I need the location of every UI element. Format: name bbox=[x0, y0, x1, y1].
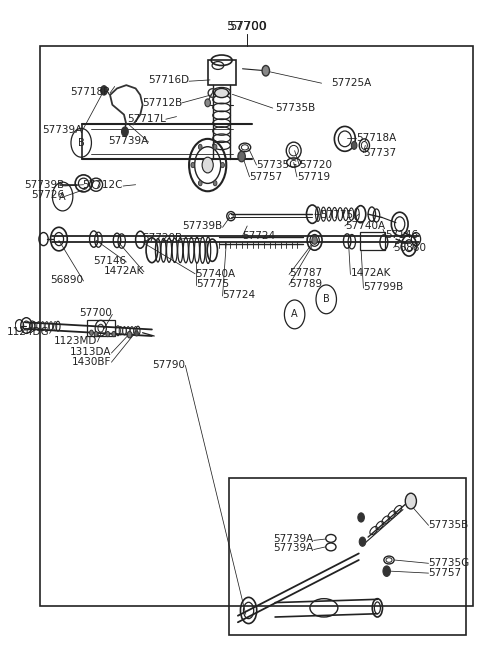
Circle shape bbox=[383, 566, 390, 576]
Text: 57725A: 57725A bbox=[331, 78, 371, 88]
Text: 57700: 57700 bbox=[80, 308, 112, 318]
Text: 57735G: 57735G bbox=[429, 558, 470, 569]
Circle shape bbox=[213, 144, 217, 149]
Bar bbox=[40, 46, 473, 606]
Text: 57739B: 57739B bbox=[24, 179, 64, 190]
Text: 1430BF: 1430BF bbox=[72, 356, 111, 367]
Text: 57719: 57719 bbox=[297, 172, 330, 182]
Text: 57700: 57700 bbox=[228, 20, 266, 33]
Circle shape bbox=[238, 151, 245, 162]
Text: A: A bbox=[60, 191, 66, 202]
Text: 57724: 57724 bbox=[242, 231, 276, 241]
Circle shape bbox=[358, 513, 364, 522]
Text: 1472AK: 1472AK bbox=[350, 268, 391, 278]
Text: 57739B: 57739B bbox=[182, 221, 223, 231]
Circle shape bbox=[351, 141, 357, 149]
Circle shape bbox=[312, 236, 317, 244]
Text: 57718R: 57718R bbox=[70, 86, 110, 97]
Text: 57787: 57787 bbox=[289, 268, 322, 278]
Text: B: B bbox=[78, 138, 84, 148]
Text: 57726: 57726 bbox=[31, 190, 64, 200]
Text: B: B bbox=[323, 294, 330, 305]
Circle shape bbox=[90, 330, 93, 335]
Text: 57735B: 57735B bbox=[429, 520, 469, 531]
Text: 57717L: 57717L bbox=[127, 114, 166, 124]
Text: 57775: 57775 bbox=[196, 278, 229, 289]
Text: 57720: 57720 bbox=[299, 160, 332, 170]
Circle shape bbox=[213, 181, 217, 186]
Bar bbox=[360, 232, 385, 250]
Text: 57740A: 57740A bbox=[345, 221, 385, 231]
Circle shape bbox=[135, 331, 138, 336]
Circle shape bbox=[106, 331, 109, 337]
Text: 57740A: 57740A bbox=[195, 269, 235, 279]
Text: 1124DG: 1124DG bbox=[7, 327, 49, 337]
Circle shape bbox=[198, 181, 202, 186]
Circle shape bbox=[127, 331, 132, 338]
Circle shape bbox=[112, 331, 116, 337]
Text: 57739A: 57739A bbox=[42, 124, 82, 135]
Text: 57720B: 57720B bbox=[142, 233, 182, 244]
Circle shape bbox=[405, 493, 417, 509]
Circle shape bbox=[198, 144, 202, 149]
Text: 57735B: 57735B bbox=[275, 103, 315, 113]
Text: 57739A: 57739A bbox=[274, 534, 314, 544]
Text: 57775: 57775 bbox=[321, 210, 354, 220]
Text: 57757: 57757 bbox=[429, 568, 462, 578]
Text: 57146: 57146 bbox=[385, 230, 419, 240]
Text: 1472AK: 1472AK bbox=[104, 265, 144, 276]
Text: 57712B: 57712B bbox=[142, 98, 182, 108]
Text: 57700: 57700 bbox=[227, 20, 267, 33]
Text: 56890: 56890 bbox=[50, 274, 84, 285]
Text: 57739A: 57739A bbox=[274, 543, 314, 553]
Bar bbox=[87, 320, 115, 336]
Text: 57735G: 57735G bbox=[256, 160, 298, 170]
Text: 57718A: 57718A bbox=[357, 132, 396, 143]
Circle shape bbox=[101, 86, 107, 95]
Circle shape bbox=[359, 537, 366, 546]
Circle shape bbox=[205, 99, 210, 107]
Text: 57789: 57789 bbox=[289, 278, 322, 289]
Text: 57146: 57146 bbox=[93, 255, 126, 266]
Circle shape bbox=[202, 157, 213, 173]
Circle shape bbox=[121, 127, 128, 136]
Text: 56880: 56880 bbox=[394, 242, 427, 253]
Text: 57724: 57724 bbox=[223, 290, 256, 300]
Text: 1123MD: 1123MD bbox=[54, 335, 97, 346]
Text: 57737: 57737 bbox=[363, 147, 396, 158]
Text: 1313DA: 1313DA bbox=[70, 346, 111, 357]
Circle shape bbox=[94, 331, 98, 337]
Text: 57790: 57790 bbox=[152, 360, 185, 371]
Text: 57799B: 57799B bbox=[363, 282, 404, 292]
Ellipse shape bbox=[215, 88, 228, 98]
Text: 57739A: 57739A bbox=[108, 136, 149, 146]
Bar bbox=[208, 60, 236, 85]
Circle shape bbox=[191, 162, 195, 168]
Text: 57716D: 57716D bbox=[148, 75, 189, 85]
Circle shape bbox=[262, 66, 269, 76]
Text: 57757: 57757 bbox=[250, 172, 283, 182]
Circle shape bbox=[221, 162, 225, 168]
Text: 57712C: 57712C bbox=[83, 179, 123, 190]
Bar bbox=[228, 478, 466, 635]
Text: A: A bbox=[291, 309, 298, 320]
